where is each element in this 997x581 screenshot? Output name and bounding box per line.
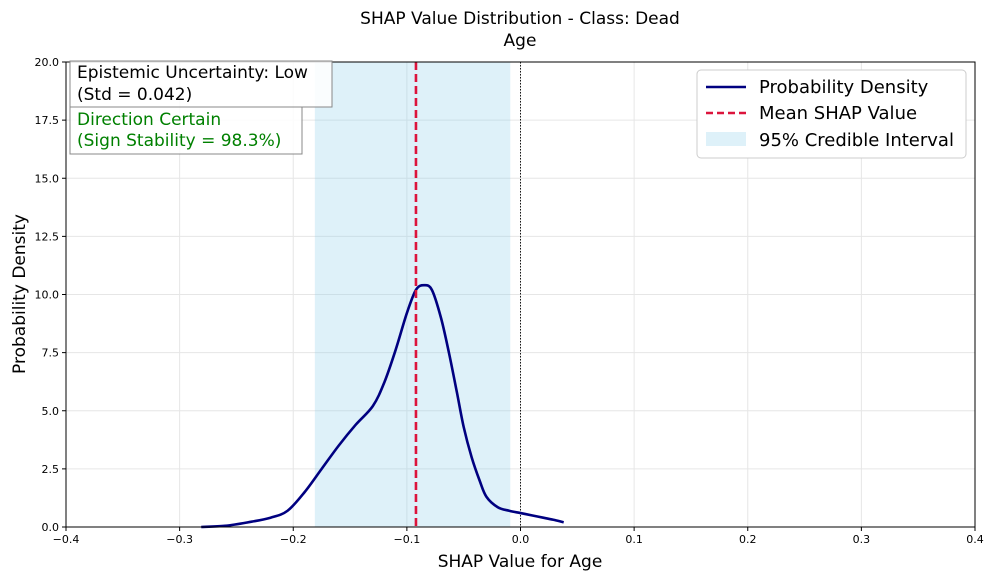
direction-box <box>69 106 303 155</box>
y-tick-label: 17.5 <box>35 114 60 127</box>
uncertainty-line2: (Std = 0.042) <box>77 85 192 105</box>
legend: Probability Density Mean SHAP Value 95% … <box>696 69 967 159</box>
legend-label-density: Probability Density <box>759 77 929 98</box>
y-tick-label: 7.5 <box>42 347 60 360</box>
x-tick-label: 0.0 <box>512 533 530 546</box>
uncertainty-box <box>69 60 333 108</box>
legend-label-mean: Mean SHAP Value <box>759 103 917 124</box>
uncertainty-line1: Epistemic Uncertainty: Low <box>77 63 308 83</box>
x-tick-label: 0.4 <box>966 533 984 546</box>
y-tick-label: 0.0 <box>42 521 60 534</box>
x-tick-label: −0.4 <box>53 533 80 546</box>
y-axis-label: Probability Density <box>10 214 30 374</box>
x-tick-label: −0.2 <box>280 533 307 546</box>
x-axis-label: SHAP Value for Age <box>438 552 603 572</box>
legend-swatch-interval <box>706 132 746 146</box>
y-tick-label: 20.0 <box>35 56 60 69</box>
x-tick-label: −0.1 <box>394 533 421 546</box>
direction-line2: (Sign Stability = 98.3%) <box>77 131 281 151</box>
y-tick-label: 10.0 <box>35 289 60 302</box>
chart-subtitle: Age <box>504 31 537 51</box>
y-tick-label: 2.5 <box>42 463 60 476</box>
legend-box <box>696 69 967 159</box>
y-tick-label: 12.5 <box>35 230 60 243</box>
x-tick-label: 0.3 <box>853 533 871 546</box>
direction-annotation: Direction Certain (Sign Stability = 98.3… <box>69 106 303 155</box>
direction-line1: Direction Certain <box>77 110 221 130</box>
y-tick-label: 5.0 <box>42 405 60 418</box>
chart-title: SHAP Value Distribution - Class: Dead <box>360 9 680 29</box>
legend-label-interval: 95% Credible Interval <box>759 130 954 151</box>
uncertainty-annotation: Epistemic Uncertainty: Low (Std = 0.042) <box>69 60 333 108</box>
density-curve <box>201 283 565 529</box>
x-tick-label: 0.2 <box>739 533 757 546</box>
x-tick-label: 0.1 <box>625 533 643 546</box>
y-tick-label: 15.0 <box>35 172 60 185</box>
x-tick-label: −0.3 <box>166 533 193 546</box>
y-axis-ticks: 0.0 2.5 5.0 7.5 10.0 12.5 15.0 17.5 20.0 <box>35 56 66 534</box>
x-axis-ticks: −0.4 −0.3 −0.2 −0.1 0.0 0.1 0.2 0.3 0.4 <box>53 527 984 546</box>
